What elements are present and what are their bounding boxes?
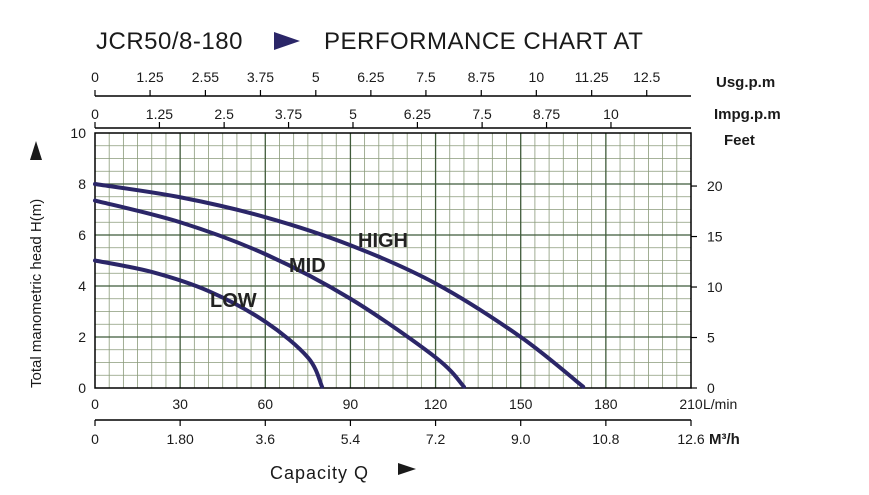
grid-major xyxy=(95,133,691,388)
model-name: JCR50/8-180 xyxy=(96,28,243,55)
y-axis-title: Total manometric head H(m) xyxy=(28,199,45,388)
impgpm-tick-label: 6.25 xyxy=(404,106,431,122)
x-tick-label: 180 xyxy=(594,396,618,412)
y-tick-label: 2 xyxy=(78,329,86,345)
m3h-tick-label: 7.2 xyxy=(426,431,446,447)
x-axis-arrow-icon xyxy=(398,463,416,475)
series-group: HIGH MID LOW xyxy=(93,182,586,389)
usgpm-axis: 0 1.25 2.55 3.75 5 6.25 7.5 8.75 10 11.25 12.5 xyxy=(91,69,661,96)
impgpm-axis: 0 1.25 2.5 3.75 5 6.25 7.5 8.75 10 xyxy=(91,106,619,128)
impgpm-tick-label: 7.5 xyxy=(472,106,492,122)
m3h-tick-label: 3.6 xyxy=(256,431,276,447)
series-low-label: LOW xyxy=(210,290,257,312)
impgpm-tick-label: 3.75 xyxy=(275,106,302,122)
title-arrow-icon xyxy=(274,32,300,50)
feet-tick-label: 5 xyxy=(707,330,715,346)
series-mid-line xyxy=(93,198,466,389)
feet-axis: 0 5 10 15 20 xyxy=(691,178,723,396)
series-high-label: HIGH xyxy=(358,230,408,252)
y-tick-label: 8 xyxy=(78,176,86,192)
usgpm-tick-label: 2.55 xyxy=(192,69,219,85)
series-mid-label: MID xyxy=(289,255,326,277)
m3h-tick-label: 1.80 xyxy=(167,431,194,447)
m3h-tick-label: 10.8 xyxy=(592,431,619,447)
impgpm-tick-label: 8.75 xyxy=(533,106,560,122)
impgpm-tick-label: 0 xyxy=(91,106,99,122)
x-tick-label: 120 xyxy=(424,396,448,412)
impgpm-tick-label: 1.25 xyxy=(146,106,173,122)
chart-title-text: PERFORMANCE CHART AT xyxy=(324,28,643,55)
usgpm-tick-label: 1.25 xyxy=(136,69,163,85)
usgpm-tick-label: 12.5 xyxy=(633,69,660,85)
usgpm-tick-label: 11.25 xyxy=(575,69,609,85)
usgpm-tick-label: 6.25 xyxy=(357,69,384,85)
m3h-axis: 0 1.80 3.6 5.4 7.2 9.0 10.8 12.6 xyxy=(91,420,705,447)
x-axis: 0 30 60 90 120 150 180 210 xyxy=(91,396,703,412)
x-axis-title: Capacity Q xyxy=(270,463,369,483)
usgpm-tick-label: 10 xyxy=(529,69,545,85)
impgpm-tick-label: 5 xyxy=(349,106,357,122)
x-tick-label: 150 xyxy=(509,396,533,412)
impgpm-tick-label: 10 xyxy=(603,106,619,122)
y-tick-label: 10 xyxy=(70,125,86,141)
x-tick-label: 30 xyxy=(172,396,188,412)
m3h-tick-label: 12.6 xyxy=(677,431,704,447)
m3h-tick-label: 9.0 xyxy=(511,431,531,447)
y-tick-label: 4 xyxy=(78,278,86,294)
usgpm-tick-label: 8.75 xyxy=(468,69,495,85)
x-tick-label: 60 xyxy=(257,396,273,412)
y-axis: 0 2 4 6 8 10 xyxy=(70,125,86,396)
usgpm-unit-label: Usg.p.m xyxy=(716,74,775,91)
series-low-line xyxy=(93,258,325,389)
feet-tick-label: 0 xyxy=(707,380,715,396)
usgpm-tick-label: 5 xyxy=(312,69,320,85)
impgpm-unit-label: Impg.p.m xyxy=(714,106,781,123)
chart-title: JCR50/8-180 PERFORMANCE CHART AT xyxy=(96,28,643,55)
feet-unit-label: Feet xyxy=(724,132,755,149)
feet-tick-label: 10 xyxy=(707,279,723,295)
feet-tick-label: 15 xyxy=(707,229,723,245)
x-tick-label: 210 xyxy=(679,396,703,412)
feet-tick-label: 20 xyxy=(707,178,723,194)
impgpm-tick-label: 2.5 xyxy=(214,106,234,122)
y-tick-label: 6 xyxy=(78,227,86,243)
m3h-unit-label: M³/h xyxy=(709,431,740,448)
usgpm-tick-label: 3.75 xyxy=(247,69,274,85)
x-tick-label: 0 xyxy=(91,396,99,412)
usgpm-tick-label: 0 xyxy=(91,69,99,85)
y-tick-label: 0 xyxy=(78,380,86,396)
x-tick-label: 90 xyxy=(343,396,359,412)
y-axis-arrow-icon xyxy=(30,141,42,160)
m3h-tick-label: 5.4 xyxy=(341,431,361,447)
series-high-line xyxy=(93,182,586,389)
grid-minor xyxy=(95,133,691,388)
x-unit-label: L/min xyxy=(703,396,737,412)
usgpm-tick-label: 7.5 xyxy=(416,69,436,85)
m3h-tick-label: 0 xyxy=(91,431,99,447)
